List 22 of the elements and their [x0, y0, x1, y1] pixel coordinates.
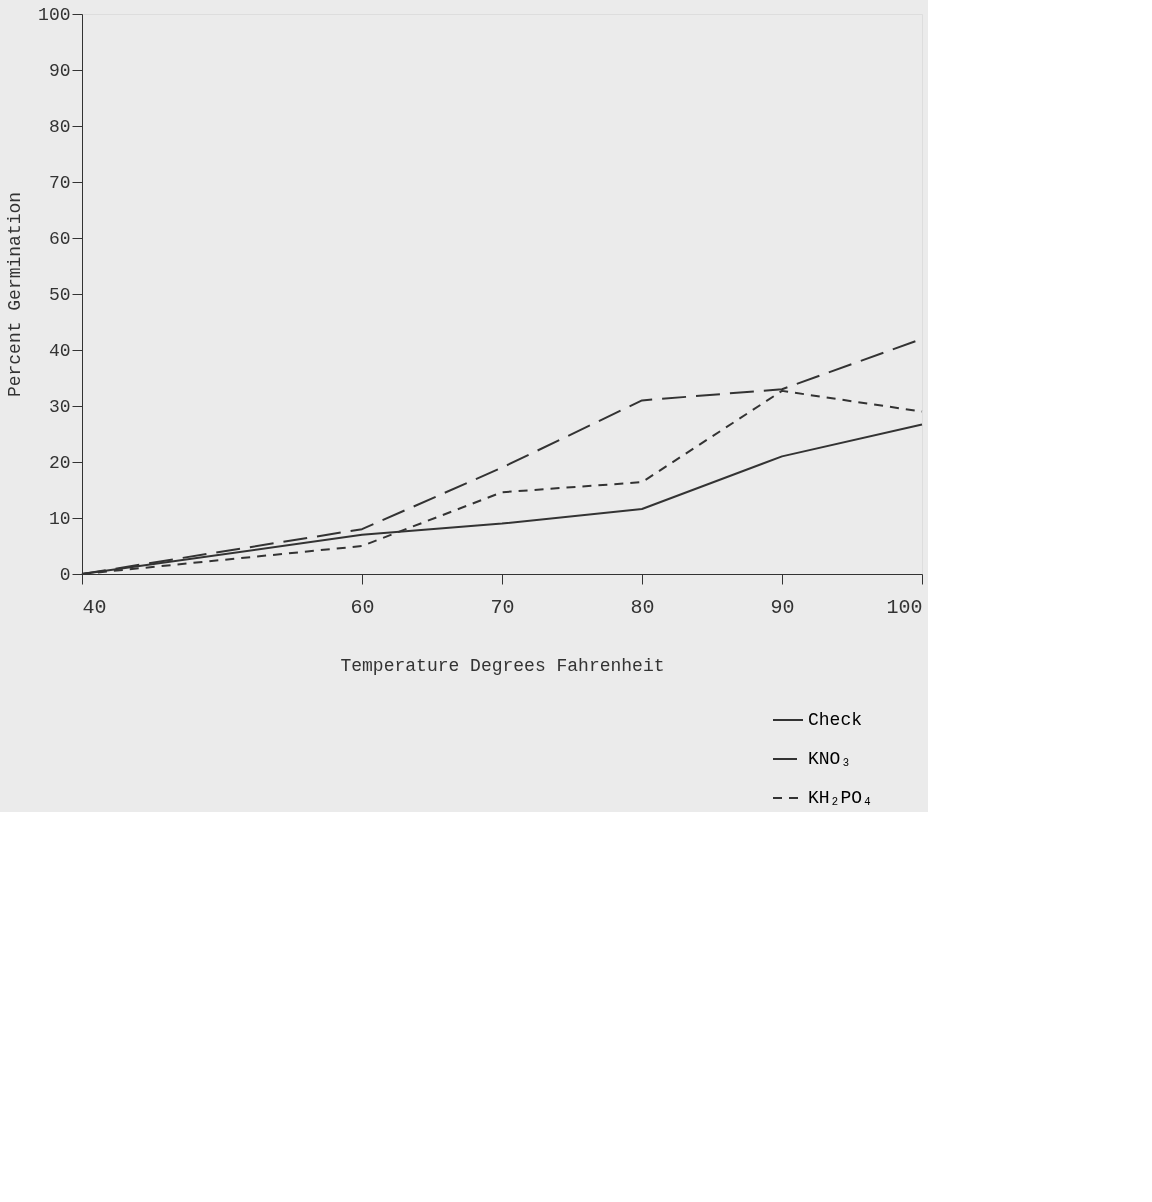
y-tick-label: 80: [48, 116, 71, 137]
legend-label: KH₂PO₄: [808, 788, 873, 808]
x-tick-label: 40: [82, 595, 107, 619]
y-tick-label: 0: [59, 564, 71, 585]
y-axis-title: Percent Germination: [5, 191, 26, 398]
y-tick-label: 20: [48, 452, 71, 473]
x-tick-label: 80: [630, 595, 655, 619]
x-tick-label: 60: [350, 595, 375, 619]
y-tick-label: 30: [48, 396, 71, 417]
y-tick-label: 100: [38, 4, 71, 25]
x-tick-label: 70: [490, 595, 515, 619]
legend-label: KNO₃: [808, 749, 852, 769]
x-axis-title: Temperature Degrees Fahrenheit: [340, 655, 665, 676]
y-tick-label: 50: [48, 284, 71, 305]
y-tick-label: 10: [48, 508, 71, 529]
y-tick-label: 60: [48, 228, 71, 249]
y-tick-label: 90: [48, 60, 71, 81]
legend-label: Check: [808, 710, 863, 730]
x-tick-label: 90: [770, 595, 795, 619]
y-tick-label: 70: [48, 172, 71, 193]
x-tick-label: 100: [886, 595, 923, 619]
y-tick-label: 40: [48, 340, 71, 361]
